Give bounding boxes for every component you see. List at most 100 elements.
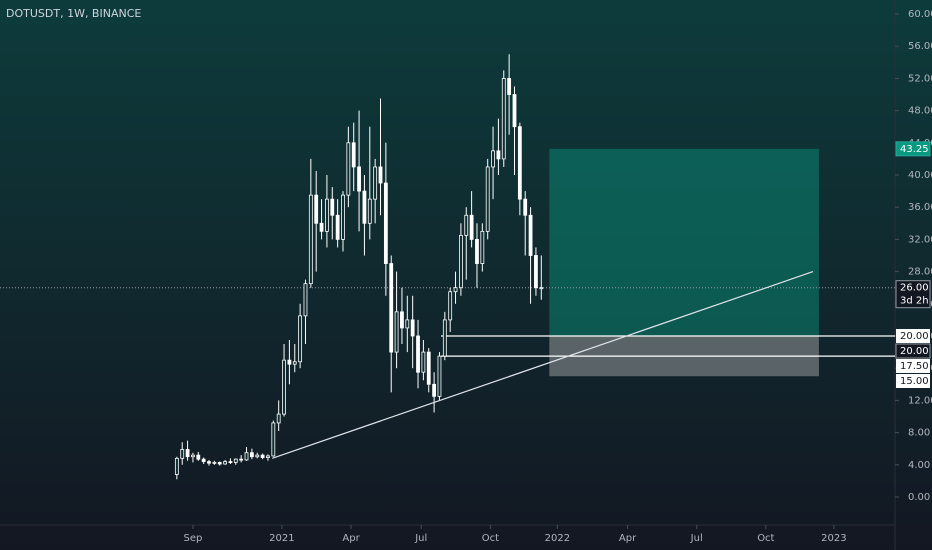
price-label: 17.50 — [900, 361, 929, 372]
candle-body — [266, 455, 270, 458]
candle-body — [330, 198, 335, 216]
y-tick-label: 48.00 — [908, 106, 932, 117]
candle-body — [217, 461, 222, 465]
candle-body — [453, 287, 458, 293]
x-tick-label: 2023 — [821, 533, 846, 544]
candle-body — [212, 461, 217, 464]
x-tick-label: Oct — [482, 533, 499, 544]
candle-body — [308, 194, 313, 285]
candle-body — [325, 198, 329, 232]
candle-body — [517, 126, 522, 200]
x-tick-label: Oct — [757, 533, 774, 544]
candle-body — [298, 315, 303, 363]
candle-body — [410, 319, 415, 337]
countdown-label: 3d 2h — [900, 296, 929, 307]
price-label-bg — [896, 358, 930, 373]
price-label: 43.25 — [900, 144, 929, 155]
candle-body — [282, 359, 286, 415]
candle-body — [255, 454, 260, 458]
candle-body — [523, 198, 528, 216]
x-tick-label: Apr — [342, 533, 360, 544]
y-tick-label: 32.00 — [908, 234, 932, 245]
candle-body — [378, 166, 383, 184]
axes: 0.004.008.0012.0016.0020.0024.0028.0032.… — [184, 9, 932, 544]
candle-body — [357, 166, 361, 192]
candle-body — [394, 311, 399, 353]
candle-body — [367, 198, 372, 224]
candle-body — [512, 94, 517, 128]
candle-body — [437, 355, 442, 397]
candle-body — [464, 214, 469, 236]
price-label-bg — [895, 343, 931, 359]
candle-body — [475, 238, 479, 264]
y-tick-label: 12.00 — [908, 395, 932, 406]
candle-body — [416, 335, 420, 373]
candle-body — [185, 449, 190, 458]
candle-body — [421, 351, 426, 373]
price-label: 26.00 — [900, 283, 929, 294]
candle-body — [480, 230, 485, 264]
candle-body — [319, 222, 324, 232]
x-tick-label: Jul — [414, 533, 427, 544]
candle-body — [346, 142, 351, 196]
candle-body — [287, 359, 292, 365]
price-label-bg — [895, 141, 931, 157]
candle-body — [469, 214, 474, 240]
x-tick-label: Sep — [184, 533, 203, 544]
price-label: 20.00 — [900, 331, 929, 342]
x-tick-label: 2021 — [269, 533, 294, 544]
y-tick-label: 36.00 — [908, 202, 932, 213]
trend-line — [272, 271, 814, 459]
y-tick-label: 4.00 — [908, 460, 930, 471]
candle-body — [373, 166, 378, 200]
x-tick-label: 2022 — [545, 533, 570, 544]
y-tick-label: 0.00 — [908, 492, 930, 503]
candle-body — [442, 319, 447, 357]
candle-body — [534, 255, 538, 289]
candle-body — [362, 190, 367, 224]
candle-body — [458, 234, 463, 289]
candle-body — [223, 461, 227, 465]
candle-body — [303, 283, 308, 317]
y-tick-label: 40.00 — [908, 170, 932, 181]
candle-body — [539, 287, 544, 290]
candle-body — [448, 291, 453, 321]
candle-body — [191, 454, 195, 458]
candle-body — [244, 452, 249, 461]
candle-body — [507, 78, 512, 95]
candle-body — [233, 458, 238, 463]
candle-body — [292, 361, 297, 365]
candle-body — [491, 150, 495, 168]
candle-body — [228, 461, 233, 463]
price-label-bg — [895, 280, 931, 309]
price-label: 15.00 — [900, 376, 929, 387]
candle-body — [180, 449, 185, 459]
candle-body — [207, 461, 211, 464]
candle-body — [501, 78, 506, 160]
y-tick-label: 56.00 — [908, 41, 932, 52]
candle-body — [196, 454, 201, 460]
y-tick-label: 52.00 — [908, 73, 932, 84]
y-tick-label: 28.00 — [908, 267, 932, 278]
price-label: 20.00 — [900, 346, 929, 357]
candle-body — [389, 263, 394, 353]
y-tick-label: 8.00 — [908, 428, 930, 439]
candle-body — [276, 413, 281, 424]
chart-title: DOTUSDT, 1W, BINANCE — [6, 7, 141, 20]
candle-body — [485, 166, 490, 232]
x-tick-label: Jul — [690, 533, 703, 544]
candle-body — [249, 452, 254, 458]
candle-body — [260, 454, 265, 458]
plot — [0, 54, 895, 480]
candle-body — [351, 142, 356, 168]
candle-body — [341, 194, 345, 240]
candle-body — [174, 457, 179, 475]
candle-body — [426, 351, 431, 385]
candle-body — [528, 214, 533, 256]
candle-body — [405, 319, 410, 329]
candle-body — [271, 422, 276, 457]
price-label-bg — [896, 328, 930, 343]
candle-body — [432, 383, 437, 397]
